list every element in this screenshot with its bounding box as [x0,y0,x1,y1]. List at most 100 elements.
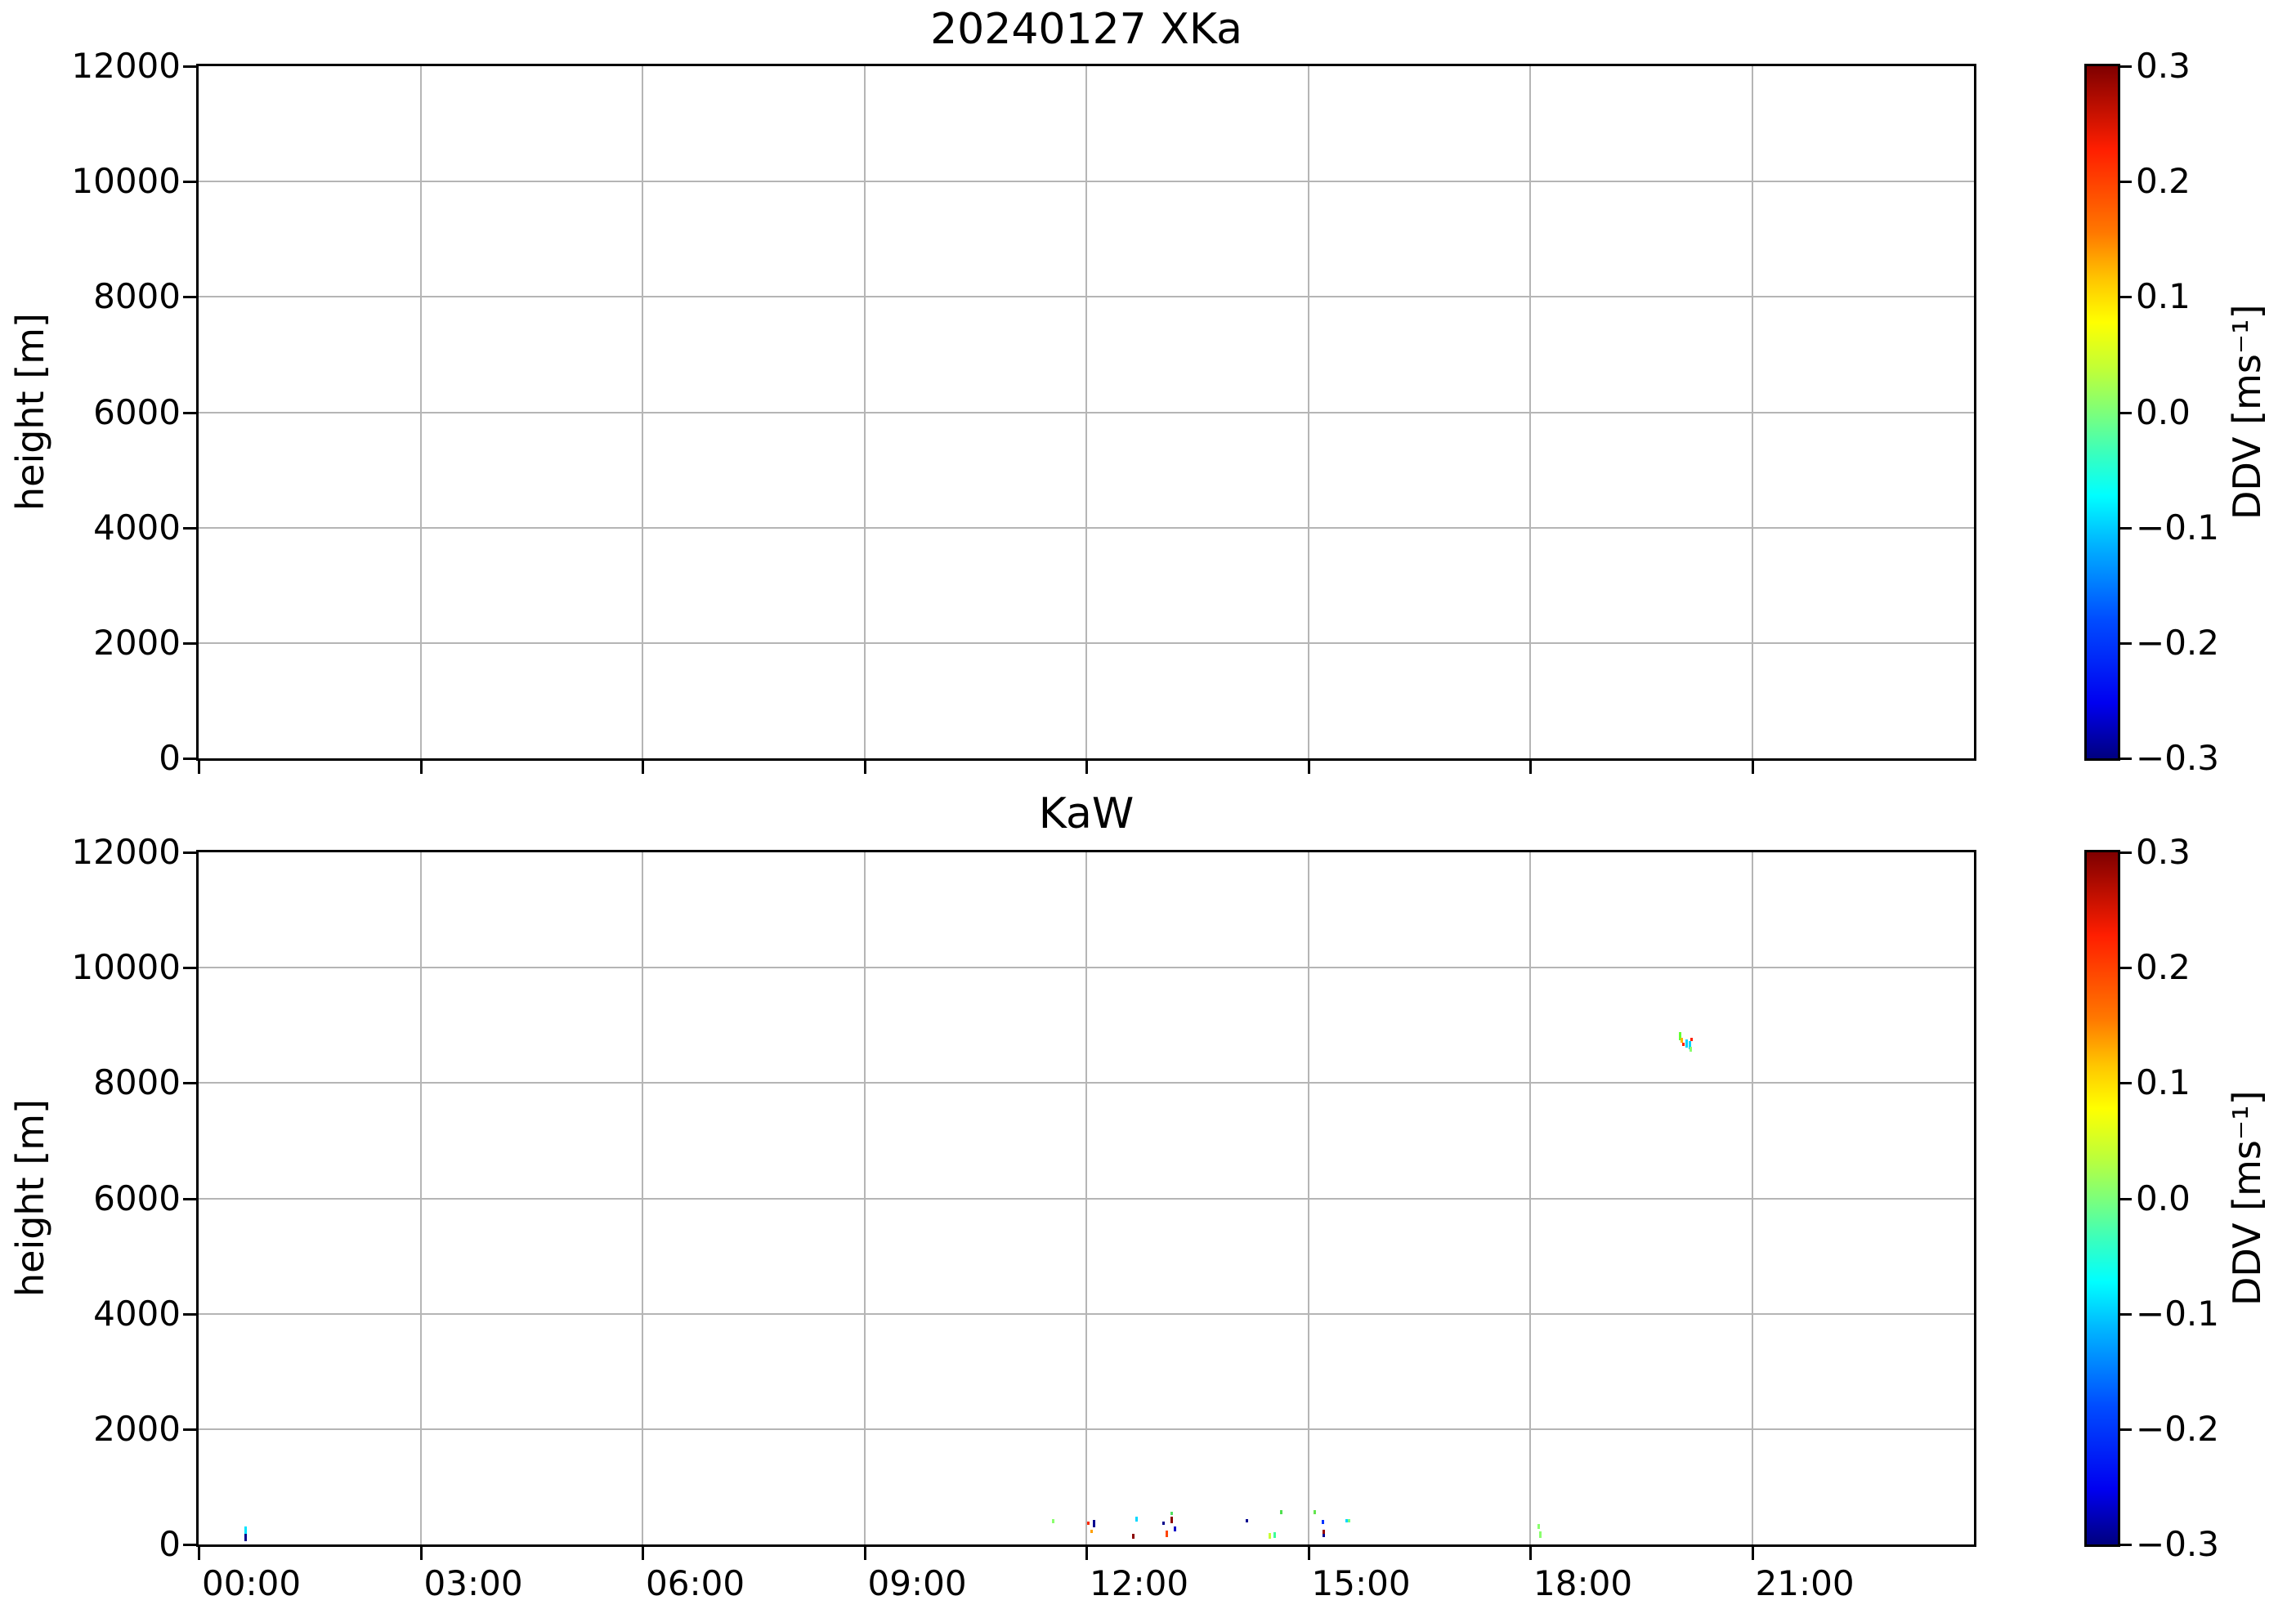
x-tick-mark [419,1547,423,1560]
x-tick-mark [642,1547,644,1560]
data-speck [1131,1533,1135,1540]
y-tick-label: 0 [159,738,181,778]
data-speck [1323,1530,1325,1535]
top-colorbar-gradient: 0.3 0.2 0.1 0.0 −0.1 −0.2 −0.3 [2084,46,2219,778]
x-tick-mark [1751,1547,1754,1560]
colorbar-tick-label: 0.3 [2136,832,2191,872]
y-tick-mark [183,526,196,530]
y-tick-mark [183,641,196,645]
y-tick-label: 2000 [93,622,181,663]
data-speck [1170,1511,1173,1515]
data-speck [1345,1519,1349,1523]
x-tick-mark [198,761,200,774]
x-tick-mark [1529,761,1532,774]
data-speck [1685,1039,1689,1048]
y-tick-mark [183,1428,196,1431]
y-tick-label: 12000 [71,832,181,872]
data-speck [1323,1534,1325,1538]
x-tick-label: 21:00 [1755,1563,1855,1603]
gridline-y [199,1312,1974,1315]
colorbar-tick-mark [2120,641,2132,645]
data-speck [1273,1532,1277,1539]
data-speck [1268,1533,1271,1539]
data-speck [1245,1518,1248,1523]
x-tick-label: 12:00 [1090,1563,1189,1603]
x-tick-mark [1085,761,1088,774]
colorbar-tick-label: 0.2 [2136,947,2191,988]
bottom-colorbar-label: DDV [ms⁻¹] [2225,1090,2269,1306]
y-tick-label: 8000 [93,276,181,317]
bottom-colorbar-gradient: 0.3 0.2 0.1 0.0 −0.1 −0.2 −0.3 [2084,832,2219,1564]
colorbar-tick-mark [2120,1428,2132,1431]
y-tick-mark [183,411,196,414]
data-speck [1135,1516,1139,1522]
data-speck [1170,1517,1173,1524]
data-speck [1688,1040,1691,1049]
y-tick-mark [183,65,196,68]
y-tick-label: 4000 [93,1293,181,1334]
colorbar-tick-mark [2120,851,2132,854]
data-speck [1322,1519,1325,1525]
colorbar-tick-mark [2120,1082,2132,1085]
data-speck [1166,1531,1169,1538]
data-speck [1090,1529,1093,1533]
colorbar-tick-mark [2120,411,2132,414]
data-speck [1690,1037,1693,1041]
x-tick-label: 06:00 [646,1563,745,1603]
y-tick-label: 10000 [71,947,181,988]
y-tick-label: 10000 [71,161,181,202]
xka-plot-area: 0 2000 4000 6000 8000 10000 12000 [71,46,1976,778]
colorbar-tick-mark [2120,526,2132,530]
data-speck [1679,1032,1682,1041]
colorbar-tick-label: −0.2 [2136,622,2219,663]
colorbar-tick-mark [2120,1312,2132,1316]
colorbar-tick-label: 0.0 [2136,1178,2191,1218]
colorbar-tick-label: 0.2 [2136,161,2191,202]
colorbar-tick-mark [2120,967,2132,970]
colorbar-tick-label: −0.3 [2136,1524,2219,1564]
colorbar-tick-label: 0.3 [2136,46,2191,86]
x-tick-mark [1307,761,1310,774]
y-tick-label: 2000 [93,1408,181,1449]
top-panel-title: 20240127 XKa [930,5,1242,54]
y-tick-label: 4000 [93,507,181,548]
data-speck [1314,1510,1317,1514]
x-tick-label: 09:00 [867,1563,967,1603]
y-tick-mark [183,296,196,299]
data-speck [244,1526,247,1534]
gridline-y [199,1197,1974,1200]
colorbar-tick-label: −0.3 [2136,738,2219,778]
colorbar-tick-mark [2120,1544,2132,1546]
gridline-y [199,411,1974,413]
x-tick-mark [198,1547,200,1560]
data-speck [1689,1047,1692,1052]
data-speck [1174,1526,1177,1532]
y-tick-mark [183,1197,196,1200]
x-tick-label: 18:00 [1533,1563,1633,1603]
gridline-y [199,641,1974,644]
gridline-y [199,526,1974,529]
gridline-y [199,296,1974,298]
colorbar-tick-label: −0.2 [2136,1408,2219,1449]
y-tick-mark [183,967,196,970]
top-colorbar-label: DDV [ms⁻¹] [2225,304,2269,520]
colorbar-tick-mark [2120,296,2132,299]
bottom-panel-ylabel: height [m] [8,1099,52,1297]
data-speck [1092,1520,1095,1528]
colorbar-tick-label: −0.1 [2136,507,2219,548]
data-speck [1681,1037,1684,1043]
gridline-y [199,967,1974,969]
colorbar-tick-mark [2120,65,2132,68]
gridline-y [199,181,1974,183]
data-speck [1537,1523,1541,1530]
x-tick-mark [1751,761,1754,774]
data-speck [1279,1510,1282,1514]
x-tick-mark [419,761,423,774]
gridline-y [199,1428,1974,1430]
y-tick-mark [183,181,196,184]
y-tick-mark [183,1544,196,1546]
y-tick-mark [183,851,196,854]
y-tick-label: 6000 [93,1178,181,1218]
y-tick-label: 8000 [93,1062,181,1103]
x-tick-mark [863,761,866,774]
